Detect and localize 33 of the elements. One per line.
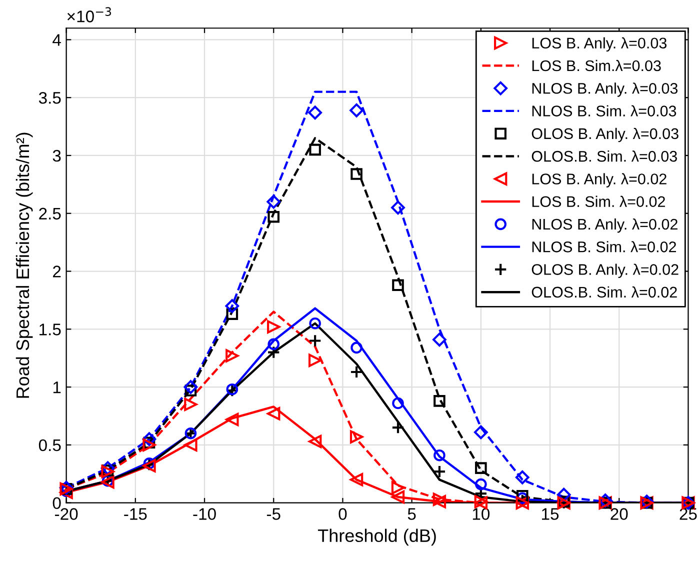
x-axis-title: Threshold (dB) [318, 528, 436, 546]
legend-label: LOS B. Anly. λ=0.03 [532, 37, 667, 52]
x-tick-label: 5 [408, 508, 416, 520]
y-tick-label: 1.5 [40, 324, 61, 336]
legend-label: NLOS B. Anly. λ=0.02 [532, 218, 678, 233]
y-tick-label: 0.5 [38, 439, 61, 452]
y-tick-label: 1 [53, 382, 61, 394]
x-tick-label: 0 [338, 508, 347, 520]
text: ×10$^{−3}$ [67, 7, 112, 22]
y-tick-label: 4 [52, 34, 61, 46]
legend-label: LOS B. Anly. λ=0.02 [532, 173, 666, 188]
legend-label: NLOS B. Sim. λ=0.02 [532, 241, 676, 252]
legend-label: OLOS.B. Sim. λ=0.02 [532, 286, 677, 298]
legend-label: LOS B. Sim.λ=0.03 [532, 60, 661, 72]
legend-label: LOS B. Sim. λ=0.02 [532, 196, 665, 208]
y-tick-label: 0 [52, 497, 61, 510]
y-tick-label: 3 [52, 150, 61, 162]
legend-label: OLOS.B. Sim. λ=0.03 [532, 150, 677, 162]
y-axis-title: Road Spectral Efficiency (bits/m²) [16, 132, 33, 398]
x-tick-label: 10 [472, 508, 490, 520]
y-tick-label: 2 [53, 266, 61, 278]
x-tick-label: -5 [266, 508, 280, 520]
y-tick-label: 2.5 [39, 208, 61, 220]
x-tick-label: 20 [610, 508, 628, 520]
legend-label: OLOS B. Anly. λ=0.02 [532, 264, 678, 278]
legend-label: NLOS B. Sim. λ=0.03 [532, 105, 676, 116]
x-tick-label: 15 [542, 508, 559, 520]
x-tick-label: -15 [124, 508, 147, 520]
legend-label: OLOS B. Anly. λ=0.03 [532, 128, 678, 142]
y-tick-label: 3.5 [38, 92, 61, 104]
x-tick-label: -20 [55, 508, 78, 520]
legend-label: NLOS B. Anly. λ=0.03 [532, 82, 678, 97]
x-tick-label: -10 [193, 508, 216, 520]
